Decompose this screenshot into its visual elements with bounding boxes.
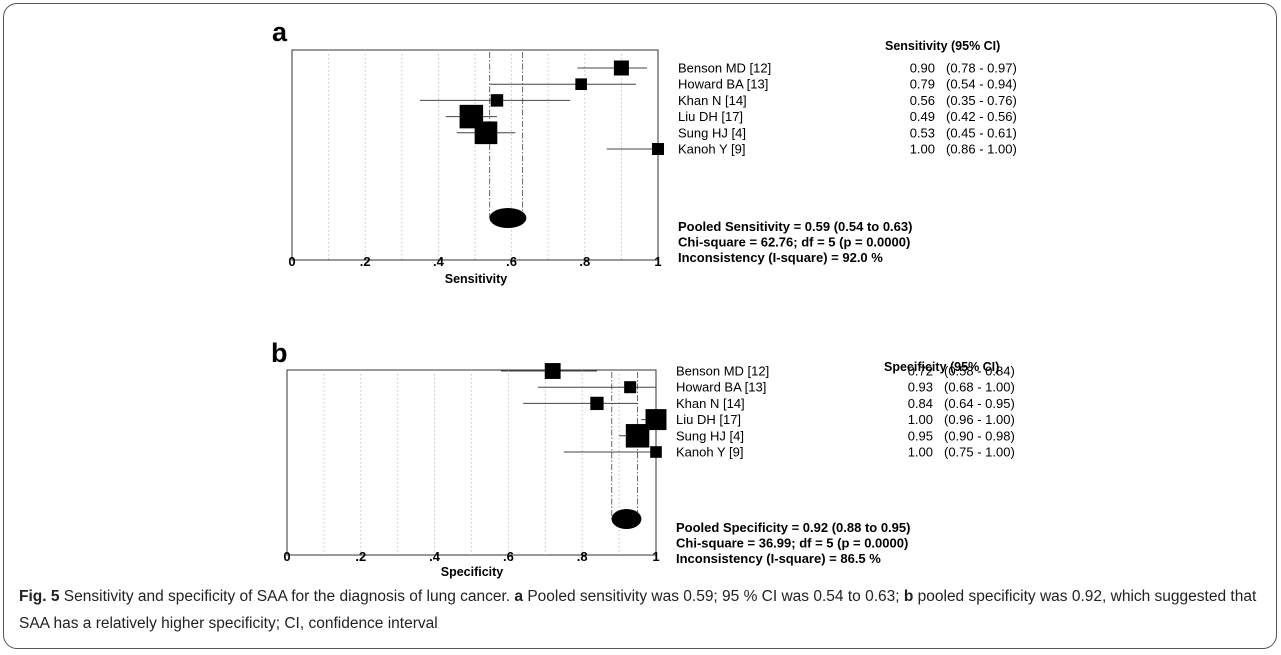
caption-label-b: b bbox=[903, 588, 914, 605]
x-tick-label: .2 bbox=[360, 254, 371, 269]
x-tick-label: .4 bbox=[429, 549, 441, 564]
study-estimate: 0.84 bbox=[908, 396, 933, 411]
study-label: Benson MD [12] bbox=[678, 61, 771, 76]
x-tick-label: 1 bbox=[654, 254, 661, 269]
forest-plot-sensitivity: a Sensitivity (95% CI) Benson MD [12] 0.90 (… bbox=[272, 17, 1017, 286]
study-label: Liu DH [17] bbox=[678, 109, 743, 124]
study-ci: (0.68 - 1.00) bbox=[944, 380, 1015, 395]
pooled-estimate bbox=[489, 208, 527, 228]
caption-text-1: Sensitivity and specificity of SAA for t… bbox=[59, 588, 515, 605]
study-point bbox=[590, 396, 604, 411]
column-header: Specificity (95% CI) bbox=[884, 360, 999, 374]
study-point bbox=[625, 424, 650, 448]
summary-line: Pooled Sensitivity = 0.59 (0.54 to 0.63) bbox=[678, 219, 912, 234]
x-tick-label: .2 bbox=[355, 549, 366, 564]
study-estimate: 0.93 bbox=[908, 380, 933, 395]
panel-label: b bbox=[271, 338, 288, 368]
study-ci: (0.86 - 1.00) bbox=[946, 142, 1017, 157]
study-estimate: 1.00 bbox=[908, 445, 933, 460]
study-ci: (0.75 - 1.00) bbox=[944, 445, 1015, 460]
study-label: Kanoh Y [9] bbox=[676, 445, 743, 460]
x-axis-label: Specificity bbox=[441, 565, 504, 579]
study-point bbox=[624, 381, 637, 394]
study-estimate: 0.53 bbox=[910, 125, 935, 140]
summary-line: Pooled Specificity = 0.92 (0.88 to 0.95) bbox=[676, 520, 910, 535]
study-estimate: 0.95 bbox=[908, 428, 933, 443]
x-axis-label: Sensitivity bbox=[445, 272, 508, 286]
study-label: Howard BA [13] bbox=[676, 380, 766, 395]
pooled-estimate bbox=[611, 509, 642, 529]
x-tick-label: .8 bbox=[579, 254, 590, 269]
study-ci: (0.54 - 0.94) bbox=[946, 77, 1017, 92]
caption-text-2: Pooled sensitivity was 0.59; 95 % CI was… bbox=[523, 588, 904, 605]
summary-line: Chi-square = 36.99; df = 5 (p = 0.0000) bbox=[676, 536, 908, 551]
study-point bbox=[490, 94, 504, 107]
caption-text-3: pooled specificity was 0.92, which sugge… bbox=[19, 588, 1257, 632]
study-point bbox=[613, 60, 629, 76]
x-tick-label: .4 bbox=[433, 254, 445, 269]
study-label: Khan N [14] bbox=[678, 93, 747, 108]
x-tick-label: .8 bbox=[577, 549, 588, 564]
study-ci: (0.42 - 0.56) bbox=[946, 109, 1017, 124]
summary-line: Inconsistency (I-square) = 92.0 % bbox=[678, 250, 883, 265]
x-tick-label: 1 bbox=[652, 549, 659, 564]
study-ci: (0.90 - 0.98) bbox=[944, 428, 1015, 443]
caption-label-a: a bbox=[514, 588, 524, 605]
study-label: Benson MD [12] bbox=[676, 364, 769, 379]
panel-label: a bbox=[272, 17, 288, 47]
study-estimate: 0.56 bbox=[910, 93, 935, 108]
study-point bbox=[650, 446, 662, 458]
summary-line: Inconsistency (I-square) = 86.5 % bbox=[676, 551, 881, 566]
x-tick-label: .6 bbox=[503, 549, 514, 564]
column-header: Sensitivity (95% CI) bbox=[885, 39, 1000, 53]
study-point bbox=[474, 121, 498, 145]
study-estimate: 1.00 bbox=[908, 412, 933, 427]
study-label: Howard BA [13] bbox=[678, 77, 768, 92]
x-tick-label: 0 bbox=[283, 549, 290, 564]
study-ci: (0.78 - 0.97) bbox=[946, 61, 1017, 76]
study-point bbox=[645, 409, 667, 431]
study-point bbox=[575, 78, 587, 90]
x-tick-label: .6 bbox=[506, 254, 517, 269]
study-label: Liu DH [17] bbox=[676, 412, 741, 427]
study-ci: (0.64 - 0.95) bbox=[944, 396, 1015, 411]
figure-caption: Fig. 5 Sensitivity and specificity of SA… bbox=[19, 583, 1259, 637]
study-estimate: 0.79 bbox=[910, 77, 935, 92]
study-ci: (0.58 - 0.84) bbox=[944, 364, 1015, 379]
study-estimate: 0.49 bbox=[910, 109, 935, 124]
study-estimate: 1.00 bbox=[910, 142, 935, 157]
x-tick-label: 0 bbox=[288, 254, 295, 269]
caption-fig-label: Fig. 5 bbox=[19, 588, 60, 605]
study-estimate: 0.90 bbox=[910, 61, 935, 76]
study-point bbox=[651, 142, 665, 156]
study-point bbox=[544, 363, 561, 379]
study-ci: (0.35 - 0.76) bbox=[946, 93, 1017, 108]
study-ci: (0.96 - 1.00) bbox=[944, 412, 1015, 427]
study-label: Kanoh Y [9] bbox=[678, 142, 745, 157]
figure-frame bbox=[3, 3, 1277, 649]
study-label: Khan N [14] bbox=[676, 396, 745, 411]
study-ci: (0.45 - 0.61) bbox=[946, 125, 1017, 140]
summary-line: Chi-square = 62.76; df = 5 (p = 0.0000) bbox=[678, 235, 910, 250]
study-label: Sung HJ [4] bbox=[678, 125, 746, 140]
study-estimate: 0.72 bbox=[908, 364, 933, 379]
study-label: Sung HJ [4] bbox=[676, 428, 744, 443]
forest-plot-specificity: b Specificity (95% CI) Benson MD [12] 0.72 (… bbox=[271, 338, 1015, 579]
